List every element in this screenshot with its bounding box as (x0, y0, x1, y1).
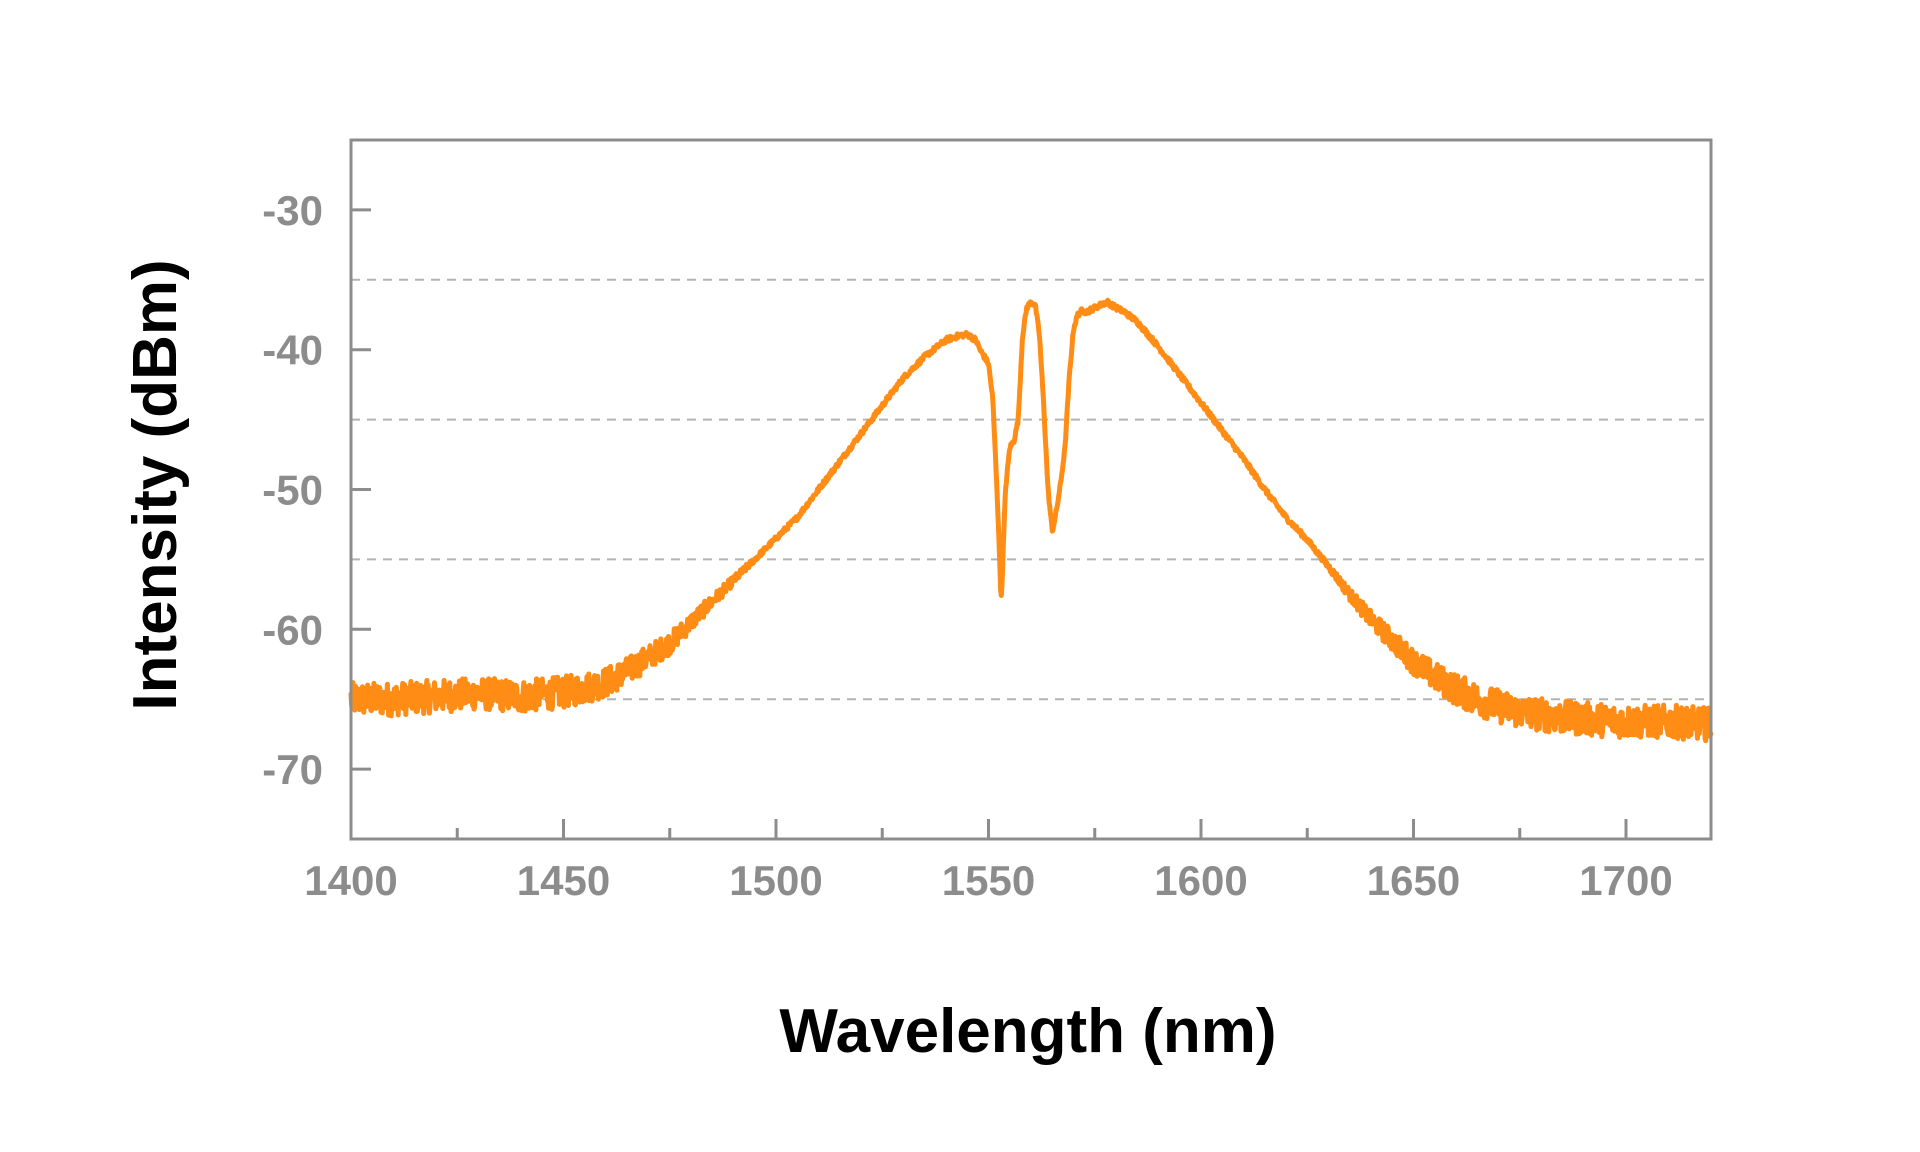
spectrum-line (348, 297, 1714, 744)
y-tick-label: -30 (262, 187, 323, 234)
x-tick-label: 1550 (942, 857, 1035, 904)
y-tick-label: -50 (262, 467, 323, 514)
x-tick-label: 1700 (1579, 857, 1672, 904)
plot-frame (349, 138, 1713, 841)
axis-ticks (349, 208, 1628, 839)
y-axis-title: Intensity (dBm) (121, 259, 190, 710)
x-tick-label: 1600 (1154, 857, 1247, 904)
y-tick-label: -70 (262, 746, 323, 793)
tick-labels: -30 -40 -50 -60 -70 1400 1450 1500 1550 1600 1650 1… (262, 187, 1672, 904)
y-tick-label: -40 (262, 327, 323, 374)
x-tick-label: 1400 (304, 857, 397, 904)
x-tick-label: 1650 (1367, 857, 1460, 904)
x-tick-label: 1500 (729, 857, 822, 904)
series-layer (348, 297, 1714, 744)
x-axis-title: Wavelength (nm) (779, 997, 1276, 1066)
y-tick-label: -60 (262, 606, 323, 653)
x-tick-label: 1450 (517, 857, 610, 904)
